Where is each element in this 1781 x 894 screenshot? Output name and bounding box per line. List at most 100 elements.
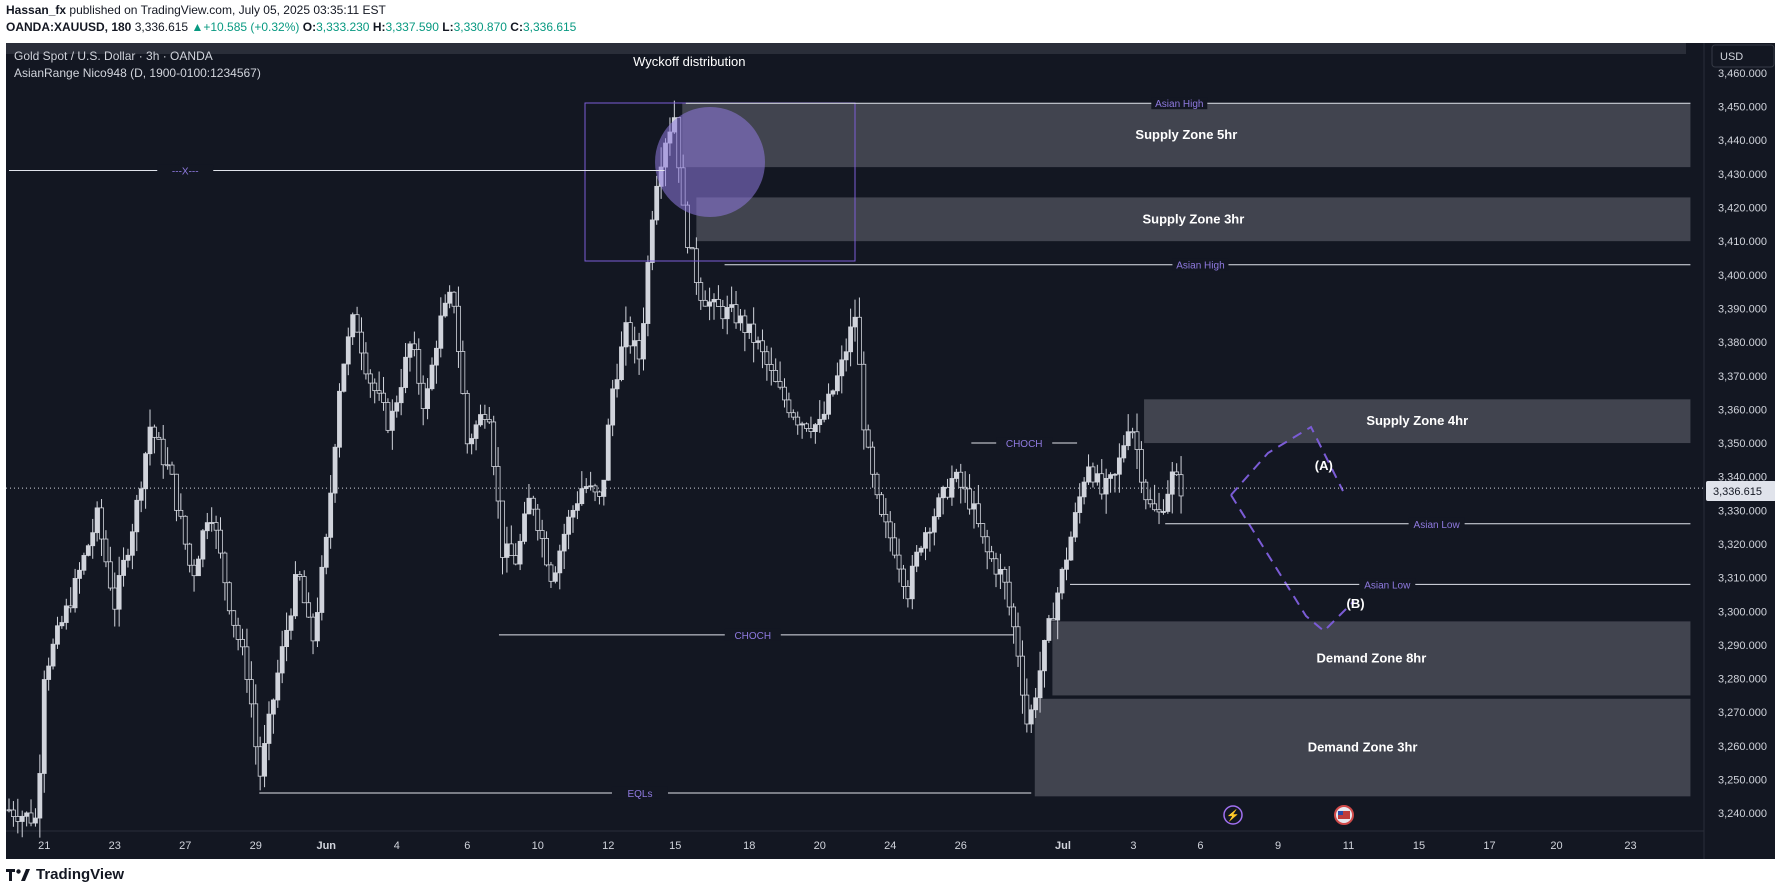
candle[interactable] [19, 810, 25, 838]
candle[interactable] [156, 432, 162, 440]
candle[interactable] [786, 392, 792, 418]
candle[interactable] [394, 395, 400, 418]
candle[interactable] [350, 312, 356, 345]
candle[interactable] [1090, 462, 1096, 488]
candle[interactable] [852, 299, 858, 342]
candle[interactable] [1108, 472, 1113, 493]
candle[interactable] [55, 616, 60, 649]
candle[interactable] [1081, 477, 1087, 505]
candle[interactable] [174, 473, 179, 522]
candle[interactable] [125, 548, 131, 568]
candle[interactable] [279, 630, 285, 684]
candle[interactable] [293, 561, 298, 619]
candle[interactable] [998, 553, 1003, 590]
candle[interactable] [905, 580, 911, 608]
candle[interactable] [288, 608, 294, 640]
candle[interactable] [37, 754, 43, 838]
candle[interactable] [605, 418, 611, 481]
candle[interactable] [1121, 435, 1127, 463]
candle[interactable] [552, 566, 558, 584]
lightning-event-icon[interactable] [1223, 805, 1243, 825]
candle[interactable] [33, 808, 38, 827]
candle[interactable] [257, 736, 263, 791]
candle[interactable] [24, 811, 30, 827]
candle[interactable] [619, 331, 624, 382]
candle[interactable] [526, 483, 532, 515]
projection-path-a[interactable] [1230, 425, 1344, 496]
candle[interactable] [790, 409, 796, 421]
candle[interactable] [773, 358, 779, 383]
candle[interactable] [11, 801, 16, 827]
candle[interactable] [764, 345, 770, 381]
candle[interactable] [6, 798, 12, 813]
candle[interactable] [1143, 479, 1149, 510]
candle[interactable] [566, 509, 571, 550]
candle[interactable] [1103, 468, 1109, 514]
candle[interactable] [178, 493, 184, 520]
candle[interactable] [306, 592, 312, 618]
candle[interactable] [570, 505, 576, 533]
candle[interactable] [698, 277, 704, 310]
candle[interactable] [41, 670, 47, 793]
candle[interactable] [777, 361, 783, 390]
candle[interactable] [627, 316, 633, 354]
candle[interactable] [478, 404, 483, 427]
candle[interactable] [535, 503, 541, 541]
candle[interactable] [416, 338, 422, 395]
candle[interactable] [949, 465, 955, 506]
candle[interactable] [72, 568, 78, 613]
candle[interactable] [284, 612, 289, 662]
candle[interactable] [447, 285, 453, 309]
candle[interactable] [169, 461, 175, 475]
currency-button[interactable] [1711, 44, 1775, 68]
zone-rect[interactable] [1034, 698, 1691, 797]
candle[interactable] [896, 538, 902, 583]
candle[interactable] [495, 447, 501, 519]
candle[interactable] [297, 571, 303, 581]
candle[interactable] [799, 421, 805, 439]
candle[interactable] [1086, 454, 1091, 485]
candle[interactable] [482, 404, 488, 429]
zone-rect[interactable] [1144, 399, 1691, 444]
candle[interactable] [99, 499, 104, 556]
candle[interactable] [253, 684, 259, 765]
candle[interactable] [1064, 547, 1069, 581]
candle[interactable] [984, 529, 990, 570]
candle[interactable] [1099, 459, 1105, 500]
candle[interactable] [504, 526, 510, 573]
candle[interactable] [147, 409, 153, 466]
candle[interactable] [222, 551, 228, 601]
candle[interactable] [641, 307, 646, 371]
candle[interactable] [359, 317, 364, 371]
candle[interactable] [442, 294, 448, 318]
candle[interactable] [927, 527, 933, 552]
candle[interactable] [508, 525, 514, 557]
candle[interactable] [15, 798, 21, 834]
candle[interactable] [385, 398, 391, 434]
candle[interactable] [971, 490, 977, 529]
distribution-highlight-circle[interactable] [655, 107, 765, 217]
candle[interactable] [1112, 473, 1118, 493]
candle[interactable] [742, 309, 748, 352]
candle[interactable] [231, 610, 237, 638]
candle[interactable] [1068, 531, 1074, 561]
candle[interactable] [843, 338, 849, 372]
candle[interactable] [1134, 413, 1140, 470]
candle[interactable] [522, 501, 527, 545]
candle[interactable] [403, 342, 408, 394]
candle[interactable] [909, 554, 915, 610]
candle[interactable] [583, 478, 589, 494]
candle[interactable] [381, 376, 386, 411]
candle[interactable] [733, 291, 739, 329]
candle[interactable] [980, 523, 986, 544]
candle[interactable] [152, 424, 157, 454]
candle[interactable] [262, 724, 267, 788]
candle[interactable] [160, 424, 166, 479]
candle[interactable] [989, 545, 994, 562]
candle[interactable] [724, 295, 730, 335]
candle[interactable] [315, 597, 320, 648]
candle[interactable] [138, 481, 144, 513]
candle[interactable] [1125, 414, 1131, 451]
candle[interactable] [1015, 612, 1021, 667]
candle[interactable] [248, 661, 254, 718]
